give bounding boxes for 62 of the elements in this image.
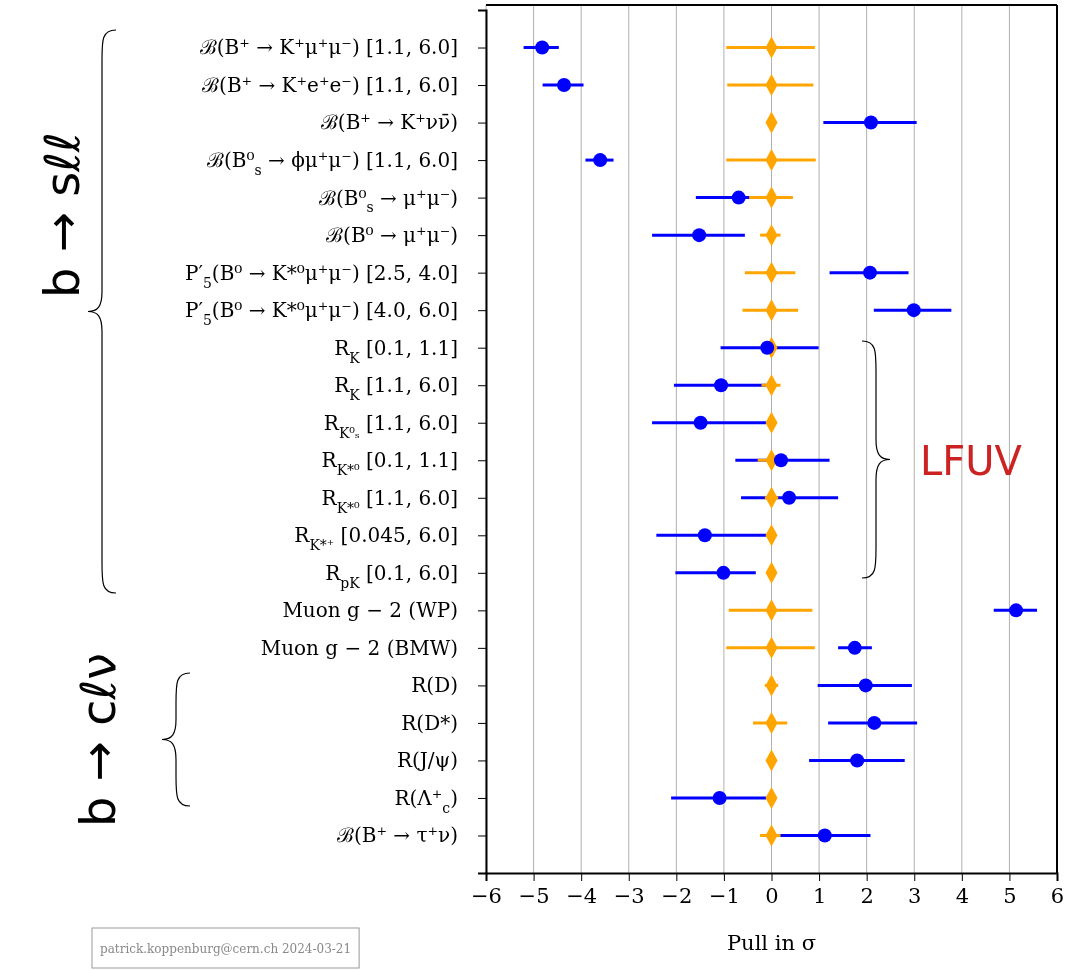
- point: [712, 790, 727, 805]
- point: [716, 565, 731, 580]
- point: [714, 378, 729, 393]
- y-tick-label: P′$_{5}$(B⁰ → K*⁰μ⁺μ⁻) [2.5, 4.0]: [184, 260, 458, 291]
- x-tick-label: −4: [566, 883, 598, 908]
- y-tick-label: R$_{K*⁺}$ [0.045, 6.0]: [294, 523, 458, 554]
- point: [774, 453, 789, 468]
- y-tick-label: R$_{K}$ [1.1, 6.0]: [334, 373, 458, 404]
- y-tick-label: ℬ(B⁰$_{s}$ → ϕμ⁺μ⁻) [1.1, 6.0]: [206, 147, 458, 178]
- x-axis-title: Pull in σ: [726, 931, 817, 955]
- x-tick-label: 2: [860, 883, 874, 908]
- point: [1009, 603, 1024, 618]
- text: patrick.koppenburg@cern.ch 2024-03-21: [100, 942, 352, 956]
- y-tick-label: ℬ(B⁰$_{s}$ → μ⁺μ⁻): [318, 185, 458, 216]
- text: b → cℓν: [69, 652, 126, 828]
- point: [535, 40, 550, 55]
- y-tick-label: P′$_{5}$(B⁰ → K*⁰μ⁺μ⁻) [4.0, 6.0]: [184, 298, 458, 329]
- y-tick-label: ℬ(B⁺ → K⁺μ⁺μ⁻) [1.1, 6.0]: [199, 35, 458, 60]
- y-tick-label: Muon g − 2 (WP): [282, 598, 458, 623]
- text: b → sℓℓ: [33, 132, 90, 298]
- x-tick-label: 0: [765, 883, 779, 908]
- point: [850, 753, 865, 768]
- y-tick-label: R$_{K}$ [0.1, 1.1]: [334, 335, 458, 366]
- y-tick-label: R$_{K*⁰}$ [0.1, 1.1]: [321, 448, 458, 479]
- x-tick-label: −1: [708, 883, 740, 908]
- y-tick-label: R$_{pK}$ [0.1, 6.0]: [325, 560, 458, 591]
- annotation: LFUV: [920, 438, 1023, 484]
- y-tick-label: ℬ(B⁺ → K⁺e⁺e⁻) [1.1, 6.0]: [202, 72, 458, 97]
- point: [760, 340, 775, 355]
- point: [847, 640, 862, 655]
- point: [693, 415, 708, 430]
- point: [697, 528, 712, 543]
- point: [782, 490, 797, 505]
- x-tick-label: 4: [955, 883, 970, 908]
- point: [817, 828, 832, 843]
- point: [858, 678, 873, 693]
- x-tick-label: −2: [661, 883, 693, 908]
- y-tick-label: R(D): [411, 673, 458, 698]
- y-tick-label: R(J/ψ): [396, 748, 458, 773]
- y-tick-label: Muon g − 2 (BMW): [260, 635, 458, 660]
- y-tick-label: ℬ(B⁺ → K⁺νν̄): [320, 110, 458, 135]
- y-tick-label: ℬ(B⁰ → μ⁺μ⁻): [326, 223, 458, 248]
- point: [867, 715, 882, 730]
- y-tick-label: R(Λ⁺$_{c}$): [394, 785, 458, 816]
- y-tick-label: R$_{K⁰ₛ}$ [1.1, 6.0]: [323, 410, 458, 441]
- x-tick-label: −3: [613, 883, 645, 908]
- x-tick-label: 3: [908, 883, 922, 908]
- x-tick-label: 1: [812, 883, 827, 908]
- point: [557, 78, 572, 93]
- y-tick-label: R$_{K*⁰}$ [1.1, 6.0]: [321, 485, 458, 516]
- point: [731, 190, 746, 205]
- x-tick-label: 6: [1050, 883, 1065, 908]
- x-tick-label: 5: [1003, 883, 1017, 908]
- point: [593, 153, 608, 168]
- y-tick-label: R(D*): [401, 710, 458, 735]
- point: [692, 228, 707, 243]
- x-tick-label: −5: [518, 883, 550, 908]
- point: [906, 303, 921, 318]
- point: [863, 265, 877, 280]
- x-tick-label: −6: [471, 883, 502, 908]
- y-tick-label: ℬ(B⁺ → τ⁺ν): [336, 823, 458, 848]
- point: [863, 115, 878, 130]
